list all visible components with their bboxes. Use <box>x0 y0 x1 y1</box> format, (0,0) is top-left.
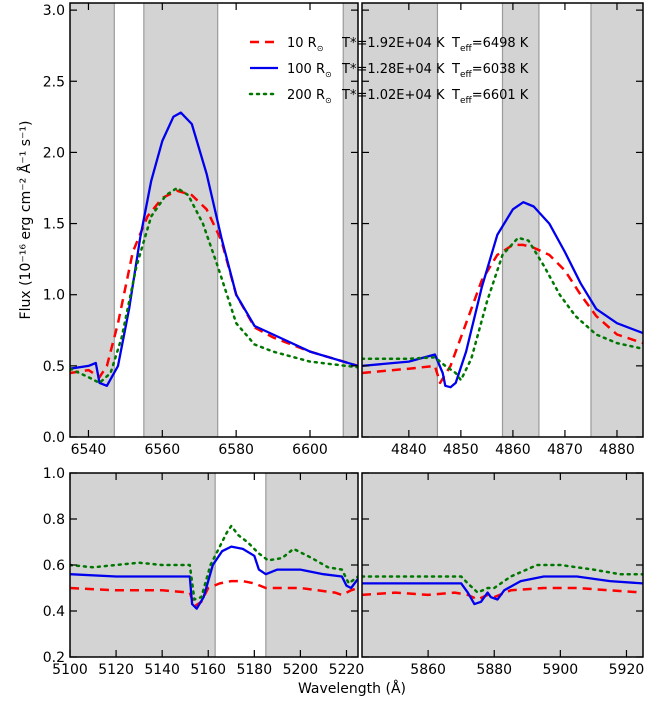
series-line-dotted <box>362 563 643 594</box>
x-tick-label: 5160 <box>190 662 226 678</box>
legend-tstar: T*=1.02E+04 K <box>341 88 445 103</box>
legend-tstar: T*=1.28E+04 K <box>341 62 445 77</box>
panel-frame <box>69 2 359 438</box>
series-line-dotted <box>70 186 358 385</box>
shaded-band <box>265 473 358 657</box>
panel-2: 4840 4850 4860 4870 4880 <box>361 2 644 458</box>
x-tick-label: 4850 <box>443 442 479 458</box>
y-tick-label: 0.4 <box>43 604 65 620</box>
x-tick-label: 6580 <box>218 442 254 458</box>
x-tick-label: 5860 <box>410 662 446 678</box>
legend-tstar: T*=1.92E+04 K <box>341 36 445 51</box>
x-tick-label: 5220 <box>329 662 365 678</box>
x-tick-label: 4870 <box>547 442 583 458</box>
x-tick-label: 5920 <box>609 662 645 678</box>
legend-teff: T <box>451 62 460 77</box>
legend-radius: 200 R <box>287 88 325 103</box>
legend-teff-sub: eff <box>460 96 473 106</box>
panel-1: 6540 6560 6580 6600 0.0 0.5 1.0 1.5 2.0 2.5 3.0 <box>43 2 359 458</box>
series-line-solid <box>362 575 643 606</box>
x-tick-label: 5200 <box>283 662 319 678</box>
legend-teff: T <box>451 88 460 103</box>
x-tick-label: 6600 <box>292 442 328 458</box>
y-tick-label: 1.0 <box>43 466 65 482</box>
shaded-band <box>590 3 643 437</box>
shaded-band <box>70 473 216 657</box>
x-tick-label: 4860 <box>495 442 531 458</box>
series-line-dashed <box>362 243 643 385</box>
x-tick-label: 6560 <box>144 442 180 458</box>
legend-radius: 100 R <box>287 62 325 77</box>
series-line-dashed <box>70 579 358 608</box>
legend-teff-value: =6498 K <box>472 36 529 51</box>
legend-teff-sub: eff <box>460 70 473 80</box>
x-tick-label: 4840 <box>391 442 427 458</box>
legend-radius: 10 R <box>287 36 317 51</box>
y-tick-label: 3.0 <box>43 3 65 19</box>
x-tick-label: 4880 <box>599 442 635 458</box>
legend-entry: 100 R⊙ T*=1.28E+04 K Teff=6038 K <box>287 62 529 80</box>
series-line-dotted <box>362 236 643 382</box>
series-line-dashed <box>362 586 643 601</box>
legend-entry: 10 R⊙ T*=1.92E+04 K Teff=6498 K <box>287 36 529 54</box>
x-tick-label: 5140 <box>144 662 180 678</box>
shaded-band <box>502 3 539 437</box>
series-line-solid <box>70 111 358 387</box>
shaded-band <box>362 473 643 657</box>
y-tick-label: 2.5 <box>43 74 65 90</box>
legend-teff-value: =6601 K <box>472 88 529 103</box>
x-tick-label: 5180 <box>236 662 272 678</box>
x-tick-label: 5100 <box>52 662 88 678</box>
legend-teff-value: =6038 K <box>472 62 529 77</box>
y-axis-label: Flux (10⁻¹⁶ erg cm⁻² Å⁻¹ s⁻¹) <box>17 121 34 320</box>
y-tick-label: 0.6 <box>43 558 65 574</box>
x-tick-label: 5900 <box>543 662 579 678</box>
legend-teff: T <box>451 36 460 51</box>
y-tick-label: 0.8 <box>43 512 65 528</box>
y-tick-label: 1.5 <box>43 217 65 233</box>
series-line-solid <box>70 545 358 610</box>
y-tick-label: 0.0 <box>43 430 65 446</box>
sun-symbol: ⊙ <box>317 44 324 53</box>
series-line-dashed <box>70 189 358 379</box>
y-tick-label: 0.5 <box>43 359 65 375</box>
sun-symbol: ⊙ <box>325 96 332 105</box>
shaded-band <box>143 3 218 437</box>
series-line-dotted <box>70 524 358 601</box>
y-tick-label: 1.0 <box>43 288 65 304</box>
panel-3: 5100 5120 5140 5160 5180 5200 5220 0.2 0.4 0.6 0.8… <box>43 466 365 678</box>
panel-frame <box>361 2 644 438</box>
x-tick-label: 6540 <box>71 442 107 458</box>
legend-entry: 200 R⊙ T*=1.02E+04 K Teff=6601 K <box>287 88 529 106</box>
x-axis-label: Wavelength (Å) <box>298 680 406 697</box>
x-tick-label: 5120 <box>98 662 134 678</box>
x-tick-label: 5880 <box>476 662 512 678</box>
y-tick-label: 2.0 <box>43 145 65 161</box>
shaded-band <box>343 3 358 437</box>
legend-teff-sub: eff <box>460 44 473 54</box>
y-tick-label: 0.2 <box>43 650 65 666</box>
sun-symbol: ⊙ <box>325 70 332 79</box>
panel-4: 5860 5880 5900 5920 <box>361 472 645 678</box>
series-line-solid <box>362 201 643 389</box>
